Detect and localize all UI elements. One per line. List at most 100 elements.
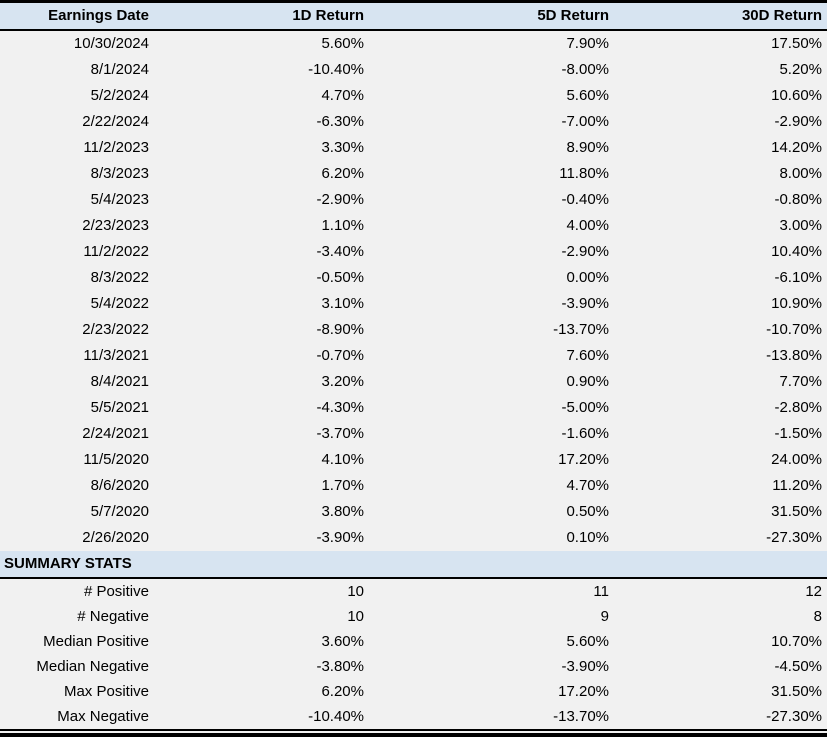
table-row: Max Negative -10.40% -13.70% -27.30% <box>0 704 827 729</box>
return-value-cell: -1.50% <box>774 425 822 442</box>
summary-stat-label: Max Negative <box>57 708 149 725</box>
return-value-cell: 6.20% <box>321 165 364 182</box>
table-bottom-border <box>0 733 827 737</box>
earnings-date-cell: 2/23/2022 <box>82 321 149 338</box>
return-value-cell: 3.10% <box>321 295 364 312</box>
return-value-cell: 8.90% <box>566 139 609 156</box>
earnings-date-cell: 5/7/2020 <box>90 503 149 520</box>
table-row: 11/2/2023 3.30% 8.90% 14.20% <box>0 135 827 161</box>
return-value-cell: 0.00% <box>566 269 609 286</box>
return-value-cell: -0.70% <box>316 347 364 364</box>
bottom-divider <box>0 729 827 731</box>
return-value-cell: 7.70% <box>779 373 822 390</box>
return-value-cell: 4.70% <box>321 87 364 104</box>
return-value-cell: -0.50% <box>316 269 364 286</box>
column-header-earnings-date: Earnings Date <box>48 7 149 24</box>
table-row: 11/5/2020 4.10% 17.20% 24.00% <box>0 447 827 473</box>
table-row: Median Negative -3.80% -3.90% -4.50% <box>0 654 827 679</box>
table-row: 8/6/2020 1.70% 4.70% 11.20% <box>0 473 827 499</box>
return-value-cell: 17.50% <box>771 35 822 52</box>
return-value-cell: -5.00% <box>561 399 609 416</box>
return-value-cell: 31.50% <box>771 503 822 520</box>
return-value-cell: -8.00% <box>561 61 609 78</box>
summary-stat-value: 8 <box>813 608 822 625</box>
earnings-date-cell: 11/5/2020 <box>83 451 149 468</box>
summary-stat-value: -3.90% <box>561 658 609 675</box>
return-value-cell: 24.00% <box>771 451 822 468</box>
return-value-cell: 3.30% <box>321 139 364 156</box>
return-value-cell: 4.10% <box>321 451 364 468</box>
return-value-cell: -3.90% <box>316 529 364 546</box>
earnings-date-cell: 11/2/2022 <box>83 243 149 260</box>
return-value-cell: 1.70% <box>321 477 364 494</box>
return-value-cell: 1.10% <box>321 217 364 234</box>
column-header-5d-return: 5D Return <box>537 7 609 24</box>
return-value-cell: -8.90% <box>316 321 364 338</box>
table-row: 11/3/2021 -0.70% 7.60% -13.80% <box>0 343 827 369</box>
summary-stat-label: Max Positive <box>63 683 149 700</box>
return-value-cell: -0.40% <box>561 191 609 208</box>
earnings-date-cell: 5/4/2022 <box>90 295 149 312</box>
return-value-cell: 14.20% <box>771 139 822 156</box>
return-value-cell: 3.00% <box>779 217 822 234</box>
table-body: 10/30/2024 5.60% 7.90% 17.50% 8/1/2024 -10.40… <box>0 31 827 551</box>
table-row: 5/2/2024 4.70% 5.60% 10.60% <box>0 83 827 109</box>
summary-stat-value: 5.60% <box>566 633 609 650</box>
return-value-cell: -3.90% <box>561 295 609 312</box>
return-value-cell: 3.80% <box>321 503 364 520</box>
header-divider <box>0 29 827 31</box>
earnings-date-cell: 8/3/2023 <box>90 165 149 182</box>
return-value-cell: 5.60% <box>321 35 364 52</box>
return-value-cell: 11.80% <box>559 165 609 182</box>
return-value-cell: 5.60% <box>566 87 609 104</box>
table-header-row: Earnings Date 1D Return 5D Return 30D Re… <box>0 3 827 29</box>
bottom-gap <box>0 731 827 733</box>
summary-stat-value: -3.80% <box>316 658 364 675</box>
return-value-cell: -27.30% <box>766 529 822 546</box>
return-value-cell: 11.20% <box>772 477 822 494</box>
summary-stat-label: # Positive <box>83 583 149 600</box>
return-value-cell: -7.00% <box>561 113 609 130</box>
return-value-cell: 7.90% <box>566 35 609 52</box>
summary-stat-value: 17.20% <box>558 683 609 700</box>
column-header-30d-return: 30D Return <box>741 7 822 24</box>
earnings-date-cell: 2/26/2020 <box>82 529 149 546</box>
summary-stat-value: -13.70% <box>553 708 609 725</box>
summary-stat-label: # Negative <box>77 608 149 625</box>
summary-stat-value: -4.50% <box>774 658 822 675</box>
return-value-cell: -10.70% <box>766 321 822 338</box>
summary-stat-value: 31.50% <box>771 683 822 700</box>
return-value-cell: -2.90% <box>774 113 822 130</box>
return-value-cell: 17.20% <box>558 451 609 468</box>
column-header-1d-return: 1D Return <box>292 7 364 24</box>
return-value-cell: -2.90% <box>316 191 364 208</box>
table-row: 8/3/2022 -0.50% 0.00% -6.10% <box>0 265 827 291</box>
summary-stat-value: 11 <box>593 583 609 600</box>
earnings-date-cell: 11/2/2023 <box>83 139 149 156</box>
table-row: 10/30/2024 5.60% 7.90% 17.50% <box>0 31 827 57</box>
return-value-cell: 10.60% <box>771 87 822 104</box>
table-row: Max Positive 6.20% 17.20% 31.50% <box>0 679 827 704</box>
summary-body: # Positive 10 11 12 # Negative 10 9 8 Median Pos… <box>0 579 827 729</box>
table-row: 8/3/2023 6.20% 11.80% 8.00% <box>0 161 827 187</box>
earnings-date-cell: 11/3/2021 <box>83 347 149 364</box>
summary-stat-label: Median Positive <box>43 633 149 650</box>
return-value-cell: 10.40% <box>771 243 822 260</box>
return-value-cell: 4.00% <box>566 217 609 234</box>
earnings-date-cell: 10/30/2024 <box>73 35 149 52</box>
earnings-date-cell: 2/24/2021 <box>82 425 149 442</box>
table-row: 2/23/2023 1.10% 4.00% 3.00% <box>0 213 827 239</box>
return-value-cell: -0.80% <box>774 191 822 208</box>
earnings-date-cell: 5/4/2023 <box>90 191 149 208</box>
return-value-cell: 5.20% <box>779 61 822 78</box>
summary-divider <box>0 577 827 579</box>
summary-stat-value: -27.30% <box>766 708 822 725</box>
return-value-cell: -3.40% <box>316 243 364 260</box>
earnings-date-cell: 8/3/2022 <box>90 269 149 286</box>
return-value-cell: -2.90% <box>561 243 609 260</box>
table-row: 2/24/2021 -3.70% -1.60% -1.50% <box>0 421 827 447</box>
summary-stat-value: 12 <box>805 583 822 600</box>
earnings-date-cell: 2/22/2024 <box>82 113 149 130</box>
table-row: # Positive 10 11 12 <box>0 579 827 604</box>
